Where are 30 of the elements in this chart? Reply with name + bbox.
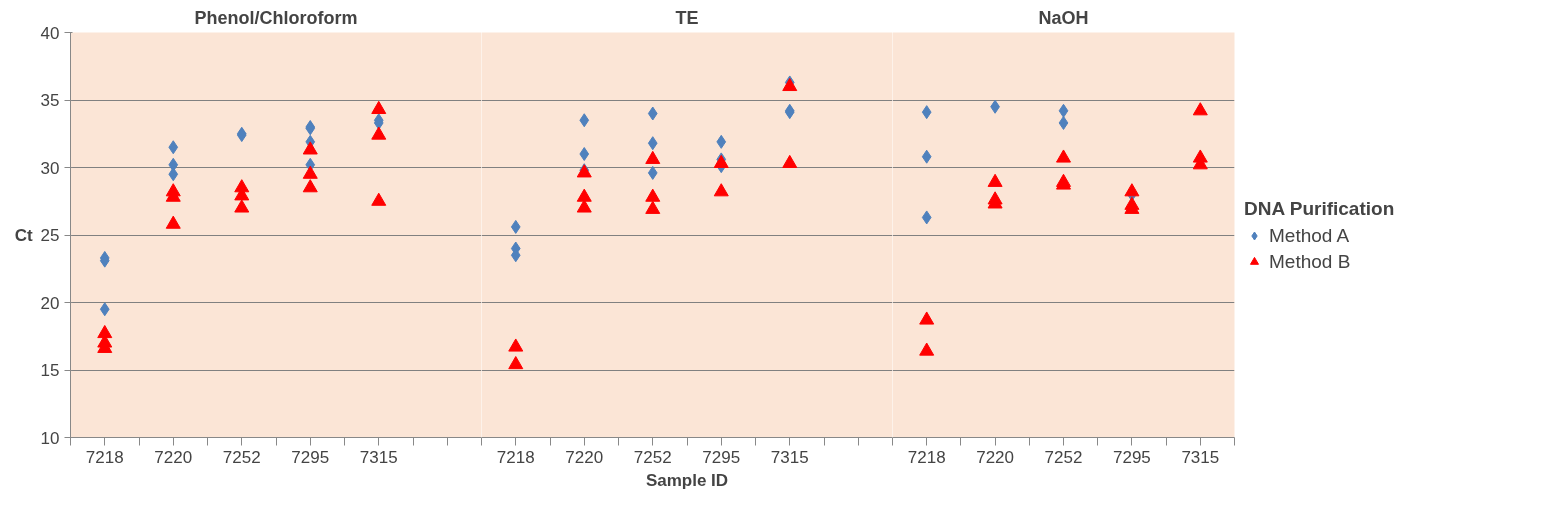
y-axis-title: Ct [14,225,33,245]
x-tick-label: 7315 [359,447,398,467]
y-tick-label: 30 [40,158,60,178]
x-tick-label: 7252 [1044,447,1083,467]
chart-title: Phenol/Chloroform [194,7,358,28]
chart-title: TE [675,7,699,28]
x-axis-title: Sample ID [645,470,729,490]
x-tick-label: 7315 [1181,447,1220,467]
y-tick-label: 10 [40,428,60,448]
x-tick-label: 7218 [85,447,124,467]
x-tick-label: 7295 [1112,447,1151,467]
x-tick-label: 7220 [154,447,193,467]
x-tick-label: 7295 [702,447,741,467]
x-tick-label: 7218 [907,447,946,467]
x-tick-label: 7315 [770,447,809,467]
legend-label: Method B [1269,250,1351,272]
x-tick-label: 7252 [633,447,672,467]
legend-label: Method A [1269,224,1350,246]
y-tick-label: 15 [40,361,60,380]
x-tick-label: 7220 [976,447,1015,467]
x-tick-label: 7218 [496,447,535,467]
y-tick-label: 25 [40,226,60,245]
x-tick-label: 7252 [222,447,261,467]
y-tick-label: 40 [40,23,60,43]
y-tick-label: 35 [40,91,60,110]
chart-title: NaOH [1038,7,1089,28]
y-tick-label: 20 [40,293,60,313]
x-tick-label: 7220 [565,447,604,467]
x-tick-label: 7295 [291,447,330,467]
legend-title: DNA Purification [1244,197,1395,219]
